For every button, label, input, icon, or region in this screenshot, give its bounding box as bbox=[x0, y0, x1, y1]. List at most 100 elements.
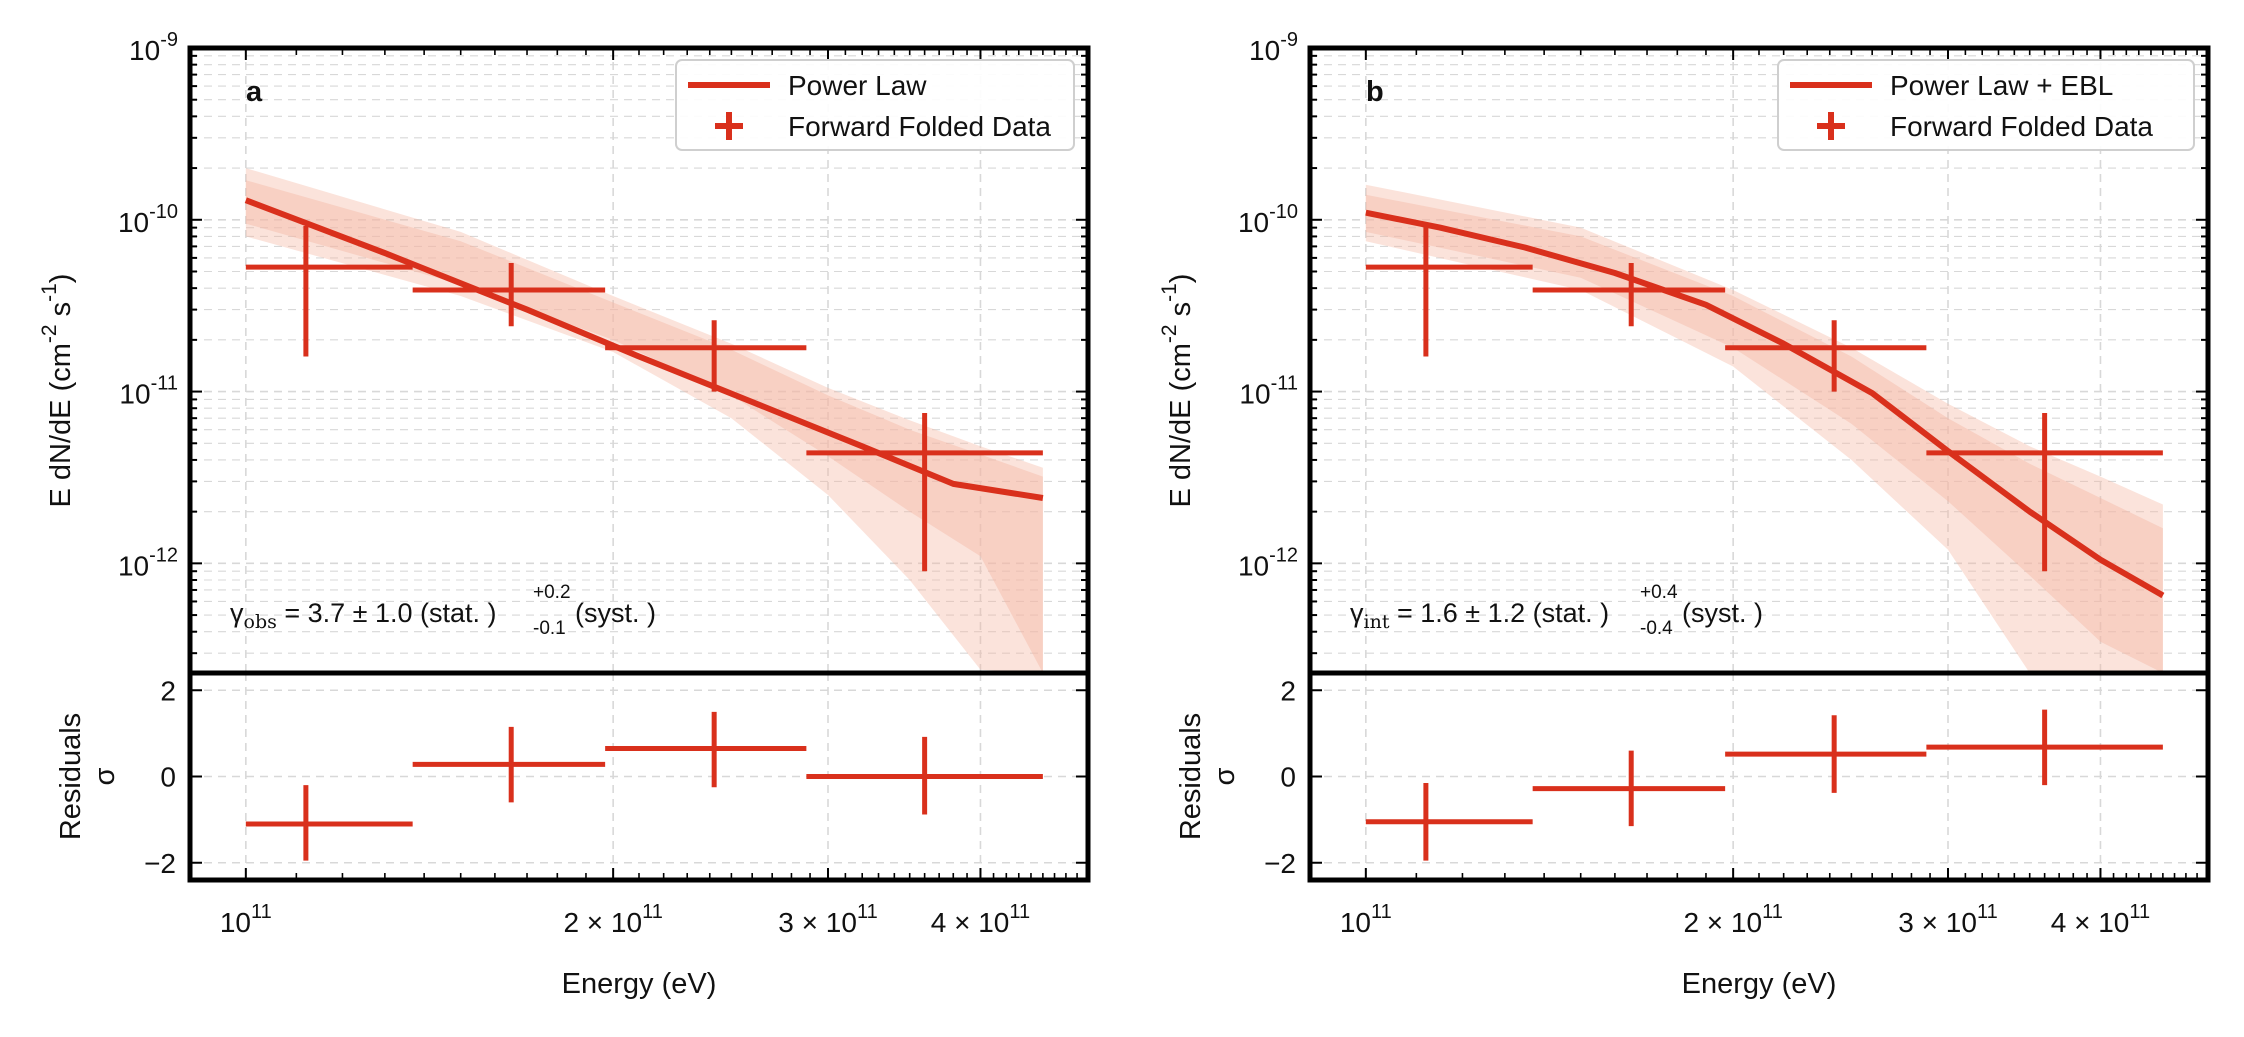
gamma-annotation: γobs = 3.7 ± 1.0 (stat. ) bbox=[230, 598, 497, 633]
y-tick-label: 10-11 bbox=[119, 373, 178, 410]
y-axis-label: E dN/dE (cm-2 s-1) bbox=[1158, 274, 1197, 508]
band-outer bbox=[245, 168, 1043, 673]
residual-y-tick-label: −2 bbox=[144, 848, 176, 879]
residual-y-tick-label: 0 bbox=[1280, 762, 1296, 793]
legend-box bbox=[675, 59, 1075, 151]
x-tick-exponent: 11 bbox=[1009, 901, 1030, 923]
gamma-subscript: int bbox=[1364, 611, 1390, 633]
residual-point bbox=[245, 785, 413, 861]
y-tick-label: 10-12 bbox=[118, 544, 178, 581]
main-grid bbox=[1310, 48, 2208, 673]
residual-point bbox=[605, 711, 807, 788]
y-tick-base: 10 bbox=[1249, 35, 1280, 66]
data-point bbox=[1532, 263, 1726, 327]
legend: Power Law Forward Folded Data bbox=[675, 59, 1075, 151]
residual-y-tick-label: −2 bbox=[1264, 848, 1296, 879]
residual-point bbox=[1532, 750, 1726, 827]
residual-point bbox=[1725, 715, 1927, 793]
y-label-sup: -1 bbox=[38, 283, 61, 302]
legend-data-label: Forward Folded Data bbox=[788, 111, 1051, 142]
gamma-symbol: γ bbox=[230, 598, 244, 628]
x-tick-base: 2 × 10 bbox=[563, 907, 642, 938]
y-tick-exponent: -10 bbox=[1269, 201, 1298, 223]
y-label-sup: -2 bbox=[38, 324, 61, 343]
y-tick-exponent: -11 bbox=[1271, 373, 1298, 395]
model-line bbox=[1365, 209, 2165, 599]
y-tick-label: 10-9 bbox=[1249, 29, 1298, 66]
y-label-part: ) bbox=[45, 274, 77, 284]
data-point bbox=[1365, 226, 1533, 357]
gamma-value: = 3.7 ± 1.0 (stat. ) bbox=[277, 598, 497, 628]
legend: Power Law + EBL Forward Folded Data bbox=[1777, 59, 2195, 151]
x-tick-label: 1011 bbox=[220, 901, 272, 938]
panel-label: a bbox=[246, 76, 263, 108]
residual-y-tick-label: 2 bbox=[1280, 675, 1296, 706]
y-tick-base: 10 bbox=[118, 550, 149, 581]
x-tick-label: 2 × 1011 bbox=[1683, 901, 1782, 938]
residual-label-sigma: σ bbox=[89, 767, 121, 785]
legend-model-label: Power Law + EBL bbox=[1890, 70, 2113, 101]
x-tick-base: 3 × 10 bbox=[778, 907, 857, 938]
data-point bbox=[1926, 413, 2163, 572]
x-tick-base: 10 bbox=[1340, 907, 1371, 938]
gamma-syst-label: (syst. ) bbox=[1682, 598, 1763, 628]
gamma-syst-label: (syst. ) bbox=[575, 598, 656, 628]
y-tick-exponent: -9 bbox=[160, 29, 178, 51]
gamma-value: = 1.6 ± 1.2 (stat. ) bbox=[1389, 598, 1609, 628]
residual-point bbox=[1365, 782, 1533, 861]
residual-axis-label: Residuals σ bbox=[1175, 713, 1241, 840]
x-tick-exponent: 11 bbox=[642, 901, 663, 923]
y-tick-exponent: -12 bbox=[149, 544, 178, 566]
y-tick-exponent: -10 bbox=[149, 201, 178, 223]
x-tick-label: 3 × 1011 bbox=[778, 901, 877, 938]
x-tick-base: 2 × 10 bbox=[1683, 907, 1762, 938]
y-axis-label: E dN/dE (cm-2 s-1) bbox=[38, 274, 77, 508]
gamma-annotation: γint = 1.6 ± 1.2 (stat. ) bbox=[1350, 598, 1609, 633]
residual-axis-label: Residuals σ bbox=[55, 713, 121, 840]
model-line bbox=[244, 197, 1044, 501]
gamma-symbol: γ bbox=[1350, 598, 1364, 628]
y-label-part: E dN/dE (cm bbox=[45, 343, 77, 507]
gamma-syst-lower: -0.1 bbox=[533, 618, 566, 639]
gamma-syst-upper: +0.2 bbox=[533, 582, 571, 603]
y-tick-label: 10-10 bbox=[118, 201, 178, 238]
y-label-sup: -1 bbox=[1158, 283, 1181, 302]
x-tick-exponent: 11 bbox=[857, 901, 878, 923]
residual-point bbox=[1926, 709, 2163, 786]
y-tick-base: 10 bbox=[1238, 550, 1269, 581]
y-tick-base: 10 bbox=[119, 379, 150, 410]
x-tick-exponent: 11 bbox=[1762, 901, 1783, 923]
x-tick-exponent: 11 bbox=[1977, 901, 1998, 923]
y-tick-label: 10-9 bbox=[129, 29, 178, 66]
gamma-syst-lower: -0.4 bbox=[1640, 618, 1673, 639]
x-tick-base: 4 × 10 bbox=[2051, 907, 2130, 938]
gamma-syst-upper: +0.4 bbox=[1640, 582, 1678, 603]
panel-label: b bbox=[1366, 76, 1384, 108]
x-tick-exponent: 11 bbox=[1371, 901, 1392, 923]
x-tick-label: 3 × 1011 bbox=[1898, 901, 1997, 938]
uncertainty-bands bbox=[1365, 184, 2163, 673]
residual-label-sigma: σ bbox=[1209, 767, 1241, 785]
x-tick-base: 4 × 10 bbox=[931, 907, 1010, 938]
y-tick-label: 10-10 bbox=[1238, 201, 1298, 238]
residual-y-tick-label: 2 bbox=[160, 675, 176, 706]
x-tick-label: 2 × 1011 bbox=[563, 901, 662, 938]
x-tick-label: 1011 bbox=[1340, 901, 1392, 938]
legend-box bbox=[1777, 59, 2195, 151]
y-tick-exponent: -11 bbox=[151, 373, 178, 395]
y-tick-exponent: -9 bbox=[1280, 29, 1298, 51]
x-tick-base: 10 bbox=[220, 907, 251, 938]
y-tick-base: 10 bbox=[1239, 379, 1270, 410]
band-inner bbox=[1365, 194, 2163, 673]
residual-grid bbox=[1310, 673, 2208, 880]
legend-model-label: Power Law bbox=[788, 70, 927, 101]
x-tick-label: 4 × 1011 bbox=[2051, 901, 2150, 938]
y-label-part: s bbox=[45, 302, 77, 325]
x-axis-label: Energy (eV) bbox=[1682, 968, 1837, 1000]
y-tick-label: 10-11 bbox=[1239, 373, 1298, 410]
y-tick-base: 10 bbox=[118, 207, 149, 238]
